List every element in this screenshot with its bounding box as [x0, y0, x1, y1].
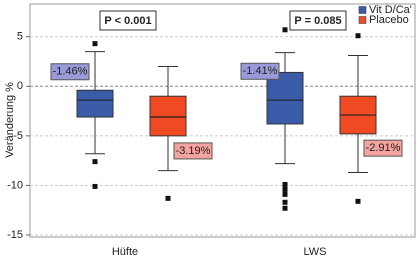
box [149, 95, 187, 137]
annotation: P = 0.085 [294, 15, 341, 27]
mean-label: -1.41% [243, 65, 278, 77]
annotation: P < 0.001 [104, 15, 151, 27]
y-tick-label: 5 [17, 31, 23, 43]
mean-label-box [50, 63, 90, 81]
outlier [165, 195, 171, 201]
outlier [282, 27, 288, 33]
mean-label-box [240, 62, 280, 80]
legend-swatch [358, 6, 367, 14]
outlier [92, 159, 98, 165]
box [76, 89, 114, 118]
mean-label-box [173, 142, 213, 160]
outlier [92, 41, 98, 47]
annotation-box [99, 10, 157, 31]
y-axis-label: Veränderung % [4, 82, 16, 158]
outlier [282, 199, 288, 205]
x-tick-label: Hüfte [112, 246, 138, 258]
outlier [282, 191, 288, 197]
legend-swatch [358, 16, 367, 24]
legend-label: Vit D/Ca' [369, 4, 412, 16]
outlier [282, 181, 288, 187]
outlier [92, 183, 98, 189]
mean-label: -3.19% [176, 145, 211, 157]
outlier [282, 186, 288, 192]
mean-label-box [363, 139, 403, 157]
annotation-box [289, 10, 347, 31]
mean-label: -2.91% [366, 142, 401, 154]
y-tick-label: 0 [17, 80, 23, 92]
outlier [355, 198, 361, 204]
legend-label: Placebo [369, 14, 409, 26]
outlier [355, 33, 361, 39]
mean-label: -1.46% [53, 66, 88, 78]
box [266, 71, 304, 125]
outlier [282, 205, 288, 211]
y-tick-label: -15 [7, 229, 23, 241]
y-tick-label: -10 [7, 179, 23, 191]
x-tick-label: LWS [303, 246, 326, 258]
y-tick-label: -5 [13, 130, 23, 142]
